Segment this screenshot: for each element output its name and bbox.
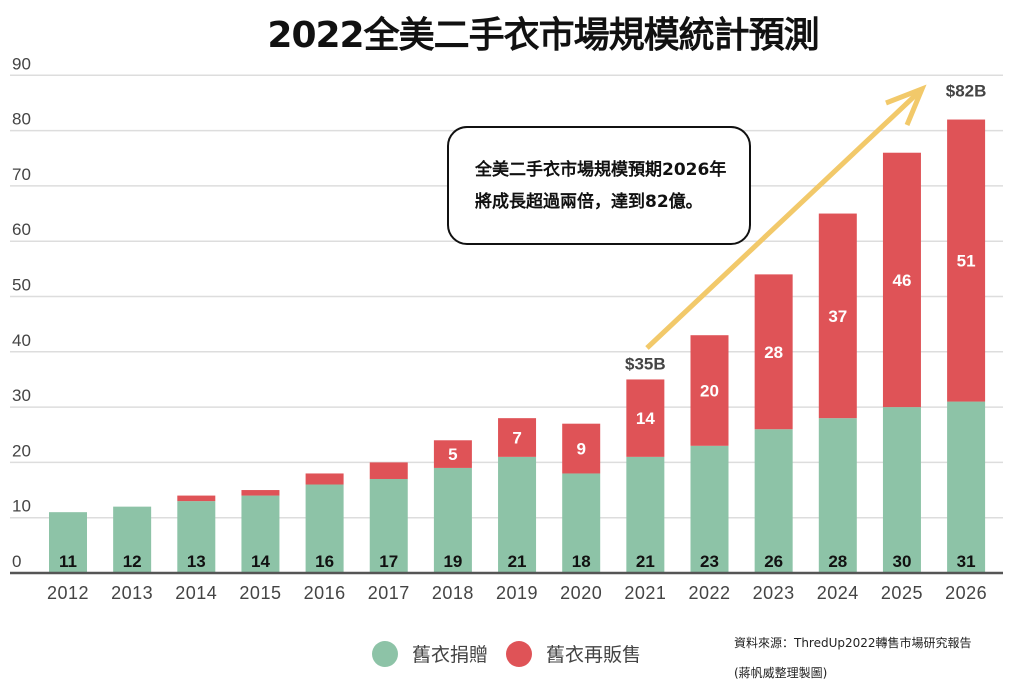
data-label-resale: 7	[512, 429, 521, 448]
bar-resale	[818, 213, 857, 419]
legend-item-donation: 舊衣捐贈	[372, 640, 488, 667]
bar-resale	[947, 119, 986, 402]
data-label-resale: 5	[448, 445, 457, 464]
y-tick-label: 10	[12, 497, 31, 516]
bar-donation	[754, 429, 793, 573]
bar-donation	[369, 478, 408, 573]
bar-donation	[626, 456, 665, 573]
bar-donation	[562, 473, 601, 573]
x-tick-label: 2017	[368, 583, 410, 603]
data-label-donation: 14	[251, 552, 270, 571]
legend: 舊衣捐贈 舊衣再販售	[372, 640, 659, 667]
bar-resale	[241, 490, 280, 496]
data-label-donation: 11	[59, 552, 77, 571]
data-label-donation: 21	[508, 552, 527, 571]
y-tick-label: 80	[12, 110, 31, 129]
y-tick-label: 90	[12, 54, 31, 73]
bar-resale	[690, 335, 729, 446]
legend-label-donation: 舊衣捐贈	[412, 644, 489, 666]
bar-resale	[369, 462, 408, 479]
data-label-donation: 28	[828, 552, 847, 571]
bar-donation	[49, 512, 87, 573]
x-tick-label: 2018	[432, 583, 474, 603]
x-tick-label: 2015	[239, 583, 281, 603]
bar-donation	[818, 418, 857, 573]
chart-title: 2022全美二手衣市場規模統計預測	[267, 15, 819, 56]
legend-item-resale: 舊衣再販售	[506, 640, 641, 667]
data-label-donation: 23	[700, 552, 719, 571]
bar-donation	[305, 484, 344, 573]
total-label-2021: $35B	[625, 354, 666, 373]
trend-arrow-head-icon	[885, 84, 927, 126]
data-label-donation: 13	[187, 552, 206, 571]
bar-donation	[498, 456, 537, 573]
y-tick-label: 40	[12, 331, 31, 350]
source-line-2: (蔣帆威整理製圖)	[734, 666, 828, 680]
bar-resale	[626, 379, 665, 457]
data-label-donation: 18	[572, 552, 591, 571]
x-tick-label: 2019	[496, 583, 538, 603]
bar-resale	[177, 495, 216, 502]
legend-swatch-green-icon	[372, 640, 398, 667]
x-tick-label: 2021	[624, 583, 666, 603]
data-label-donation: 12	[123, 552, 142, 571]
data-label-resale: 9	[576, 440, 585, 459]
data-label-donation: 19	[443, 552, 462, 571]
bar-donation	[177, 501, 216, 573]
data-label-resale: 20	[700, 382, 719, 401]
data-label-resale: 28	[764, 343, 783, 362]
legend-swatch-red-icon	[506, 640, 533, 667]
data-label-resale: 51	[957, 252, 976, 271]
bar-resale	[754, 274, 793, 430]
bar-donation	[113, 506, 152, 573]
data-label-resale: 14	[636, 409, 655, 428]
total-label-2026: $82B	[946, 82, 987, 101]
bar-resale	[498, 418, 537, 457]
bar-resale	[882, 152, 921, 408]
x-tick-label: 2024	[817, 583, 859, 603]
x-tick-label: 2025	[881, 583, 923, 603]
x-tick-label: 2022	[688, 583, 730, 603]
x-tick-label: 2020	[560, 583, 602, 603]
data-label-donation: 21	[636, 552, 655, 571]
x-tick-label: 2012	[47, 583, 89, 603]
x-tick-label: 2026	[945, 583, 987, 603]
bar-donation	[690, 445, 729, 573]
y-tick-label: 50	[12, 276, 31, 295]
trend-arrow-shaft	[645, 88, 923, 350]
y-tick-label: 60	[12, 220, 31, 239]
callout-box: 全美二手衣市場規模預期2026年 將成長超過兩倍，達到82億。	[447, 126, 751, 245]
data-label-donation: 16	[315, 552, 334, 571]
x-tick-label: 2013	[111, 583, 153, 603]
data-label-donation: 26	[764, 552, 783, 571]
x-tick-label: 2014	[175, 583, 217, 603]
data-label-donation: 30	[892, 552, 911, 571]
bar-donation	[882, 407, 921, 573]
bar-donation	[947, 401, 986, 573]
bar-resale	[562, 423, 601, 474]
source-line-1: 資料來源：ThredUp2022轉售市場研究報告	[734, 636, 972, 650]
y-tick-label: 70	[12, 165, 31, 184]
data-label-donation: 17	[379, 552, 398, 571]
bar-resale	[305, 473, 344, 485]
callout-line-1: 全美二手衣市場規模預期2026年	[475, 159, 727, 180]
bar-resale	[433, 440, 472, 468]
bar-donation	[241, 495, 280, 573]
x-tick-label: 2016	[304, 583, 346, 603]
callout-line-2: 將成長超過兩倍，達到82億。	[475, 191, 703, 212]
x-tick-label: 2023	[753, 583, 795, 603]
data-label-resale: 46	[892, 271, 911, 290]
y-tick-label: 20	[12, 441, 31, 460]
data-label-resale: 37	[828, 307, 847, 326]
source-note: 資料來源：ThredUp2022轉售市場研究報告 (蔣帆威整理製圖)	[734, 632, 972, 692]
legend-label-resale: 舊衣再販售	[546, 644, 642, 666]
y-tick-label: 30	[12, 386, 31, 405]
bar-donation	[433, 467, 472, 573]
data-label-donation: 31	[957, 552, 976, 571]
y-tick-label: 0	[12, 552, 21, 571]
